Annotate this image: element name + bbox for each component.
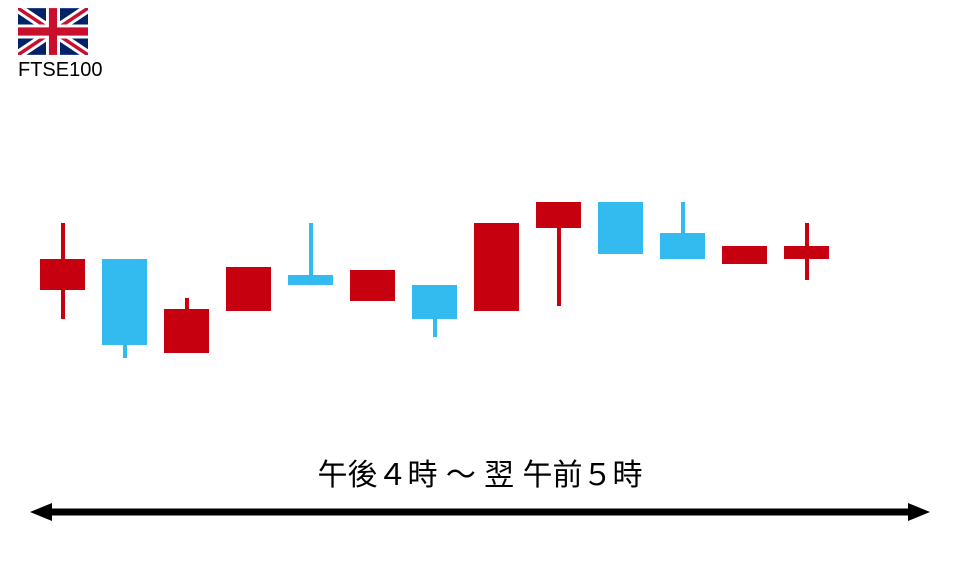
- index-label: FTSE100: [18, 59, 102, 82]
- candlestick-chart: [30, 150, 930, 410]
- candle: [722, 150, 767, 410]
- candle: [474, 150, 519, 410]
- candle: [40, 150, 85, 410]
- time-range-label: 午後４時 ～ 翌 午前５時: [30, 450, 930, 494]
- candle: [536, 150, 581, 410]
- candle: [288, 150, 333, 410]
- candle: [350, 150, 395, 410]
- header-flag-block: FTSE100: [18, 8, 102, 82]
- candle: [226, 150, 271, 410]
- candle: [598, 150, 643, 410]
- candle: [784, 150, 829, 410]
- candle: [164, 150, 209, 410]
- candle: [412, 150, 457, 410]
- candle: [660, 150, 705, 410]
- time-range-footer: 午後４時 ～ 翌 午前５時: [30, 450, 930, 527]
- double-arrow-icon: [30, 502, 930, 522]
- candle: [102, 150, 147, 410]
- uk-flag-icon: [18, 8, 88, 55]
